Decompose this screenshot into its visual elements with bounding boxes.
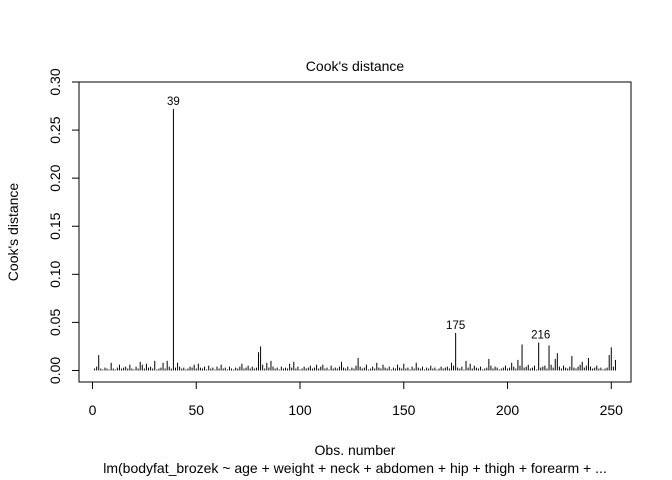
y-tick-label: 0.15 bbox=[47, 212, 63, 239]
outlier-label: 175 bbox=[446, 320, 465, 332]
outlier-label: 216 bbox=[531, 330, 550, 342]
x-axis-label: Obs. number bbox=[315, 442, 396, 458]
x-axis: 0 50 100 150 200 250 bbox=[89, 381, 624, 418]
y-tick-label: 0.30 bbox=[47, 68, 63, 95]
bars-group bbox=[94, 108, 616, 371]
y-tick-label: 0.20 bbox=[47, 164, 63, 191]
y-tick-label: 0.00 bbox=[47, 357, 63, 384]
y-tick-label: 0.10 bbox=[47, 260, 63, 287]
y-tick-label: 0.25 bbox=[47, 116, 63, 143]
model-formula-caption: lm(bodyfat_brozek ~ age + weight + neck … bbox=[103, 460, 607, 476]
x-tick-label: 0 bbox=[89, 402, 97, 418]
x-tick-label: 250 bbox=[600, 402, 624, 418]
chart-title: Cook's distance bbox=[306, 58, 405, 74]
x-tick-label: 150 bbox=[392, 402, 416, 418]
outlier-label: 39 bbox=[167, 96, 180, 108]
y-axis-label: Cook's distance bbox=[5, 183, 21, 282]
y-axis: 0.00 0.05 0.10 0.15 0.20 0.25 0.30 bbox=[47, 68, 80, 384]
annotations-group: 39 175 216 bbox=[167, 96, 550, 342]
x-tick-label: 50 bbox=[188, 402, 204, 418]
x-tick-label: 100 bbox=[288, 402, 312, 418]
x-tick-label: 200 bbox=[496, 402, 520, 418]
y-tick-label: 0.05 bbox=[47, 309, 63, 336]
